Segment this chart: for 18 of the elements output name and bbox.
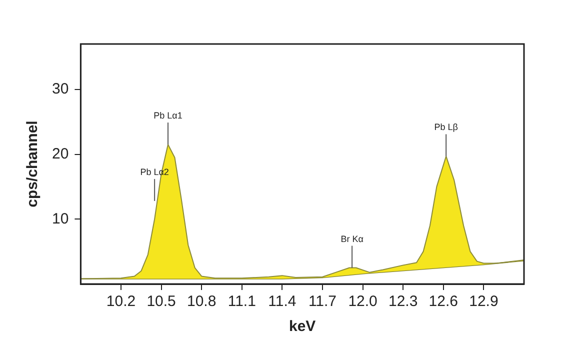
annotation: Pb Lα1 [154, 110, 182, 121]
y-tick-label: 20 [52, 145, 69, 162]
x-tick-label: 11.7 [308, 293, 337, 310]
x-axis-title: keV [288, 318, 316, 336]
annotation: Br Kα [340, 234, 364, 244]
x-tick-label: 10.8 [186, 293, 216, 310]
x-tick-label: 12.6 [428, 293, 458, 310]
x-tick-label: 12.3 [388, 293, 418, 310]
y-tick-label: 10 [52, 210, 69, 228]
x-tick-label: 12.0 [348, 293, 378, 310]
y-axis-title: cps/channel [24, 120, 42, 208]
x-tick-label: 12.9 [469, 293, 498, 310]
x-tick-label: 10.2 [106, 293, 136, 310]
y-tick-label: 30 [52, 80, 69, 98]
x-tick-label: 10.5 [146, 293, 176, 310]
x-tick-label: 11.4 [268, 293, 296, 310]
x-tick-label: 11.1 [228, 293, 256, 310]
annotation: Pb Lβ [434, 122, 458, 132]
